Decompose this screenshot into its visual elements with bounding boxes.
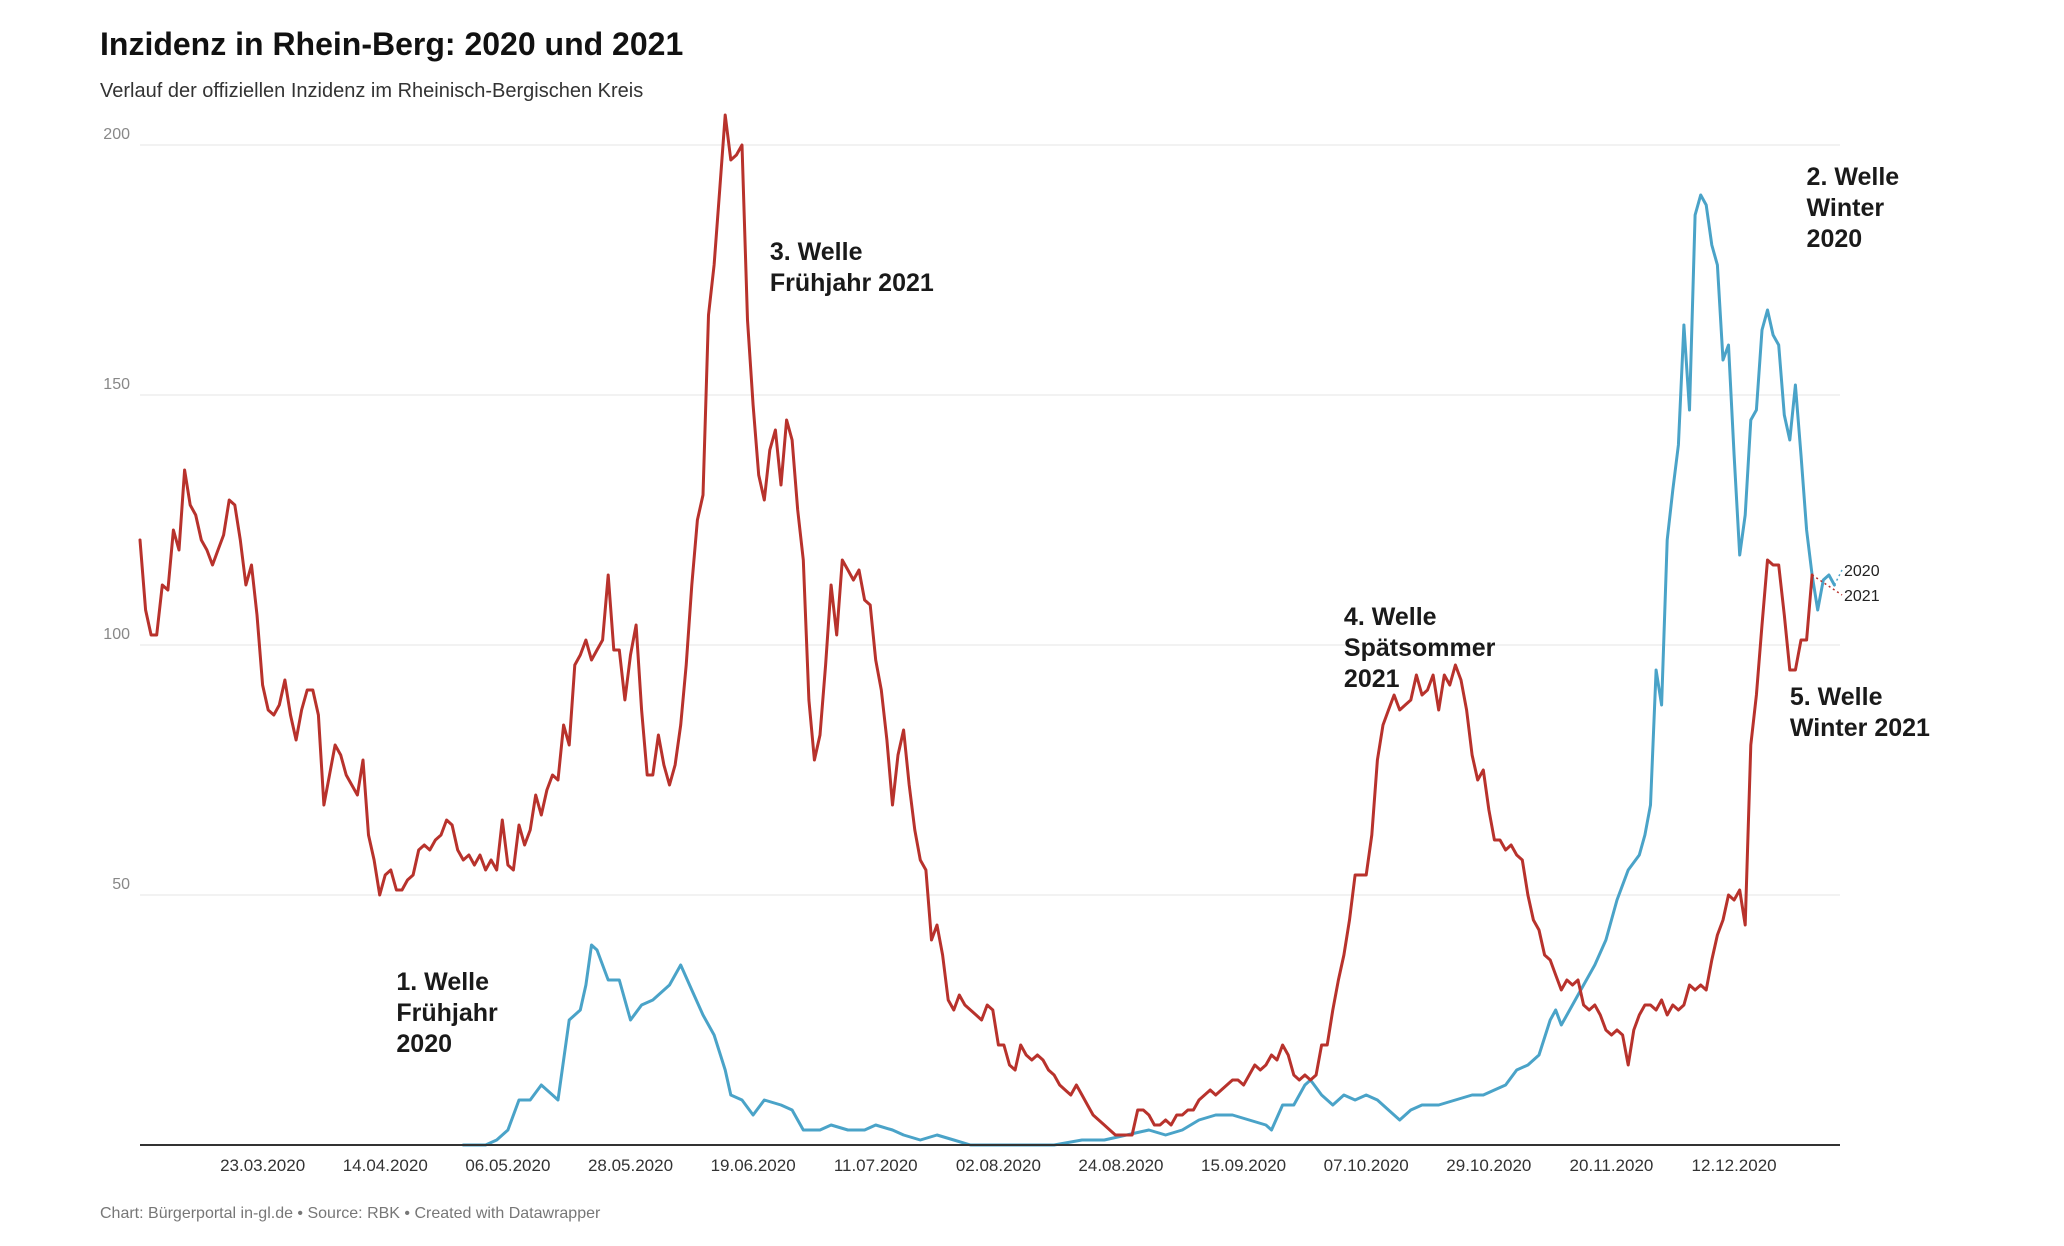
series-line-2021 [138, 113, 1814, 1137]
legend-label-2020: 2020 [1844, 563, 1880, 580]
y-axis-tick-labels: 50 100 150 200 [103, 126, 130, 893]
x-tick-label: 20.11.2020 [1570, 1156, 1654, 1175]
x-tick-label: 15.09.2020 [1201, 1156, 1286, 1175]
series-line-2020 [461, 193, 1836, 1147]
x-tick-label: 07.10.2020 [1324, 1156, 1409, 1175]
chart-subtitle: Verlauf der offiziellen Inzidenz im Rhei… [100, 80, 644, 102]
x-tick-label: 19.06.2020 [711, 1156, 796, 1175]
series-lines [138, 113, 1836, 1147]
y-tick-label: 50 [112, 876, 130, 893]
annotation-3-welle-fr-hjahr-2021: 3. Welle Frühjahr 2021 [770, 238, 934, 297]
chart-title: Inzidenz in Rhein-Berg: 2020 und 2021 [100, 26, 684, 62]
legend-connector-2020 [1833, 569, 1843, 586]
chart-footer: Chart: Bürgerportal in-gl.de • Source: R… [100, 1205, 601, 1222]
annotation-5-welle-winter-2021: 5. Welle Winter 2021 [1790, 683, 1930, 742]
x-tick-label: 11.07.2020 [834, 1156, 918, 1175]
x-tick-label: 14.04.2020 [343, 1156, 428, 1175]
y-tick-label: 150 [103, 376, 130, 393]
legend-label-2021: 2021 [1844, 588, 1880, 605]
annotation-1-welle-fr-hjahr-2020: 1. Welle Frühjahr 2020 [396, 968, 498, 1058]
x-tick-label: 28.05.2020 [588, 1156, 673, 1175]
gridlines [140, 144, 1840, 896]
annotations: 1. Welle Frühjahr 2020 3. Welle Frühjahr 202… [396, 163, 1930, 1058]
x-axis-tick-labels: 23.03.2020 14.04.2020 06.05.2020 28.05.2020… [220, 1156, 1777, 1175]
annotation-2-welle-winter-2020: 2. Welle Winter 2020 [1807, 163, 1900, 253]
x-tick-label: 12.12.2020 [1692, 1156, 1777, 1175]
y-tick-label: 100 [103, 626, 130, 643]
x-tick-label: 02.08.2020 [956, 1156, 1041, 1175]
x-tick-label: 24.08.2020 [1078, 1156, 1163, 1175]
annotation-4-welle-sp-tsommer-2021: 4. Welle Spätsommer 2021 [1344, 603, 1496, 693]
x-tick-label: 29.10.2020 [1446, 1156, 1531, 1175]
legend: 2020 2021 [1811, 563, 1880, 605]
x-tick-label: 06.05.2020 [465, 1156, 550, 1175]
x-tick-label: 23.03.2020 [220, 1156, 305, 1175]
legend-connector-2021 [1811, 574, 1843, 596]
y-tick-label: 200 [103, 126, 130, 143]
